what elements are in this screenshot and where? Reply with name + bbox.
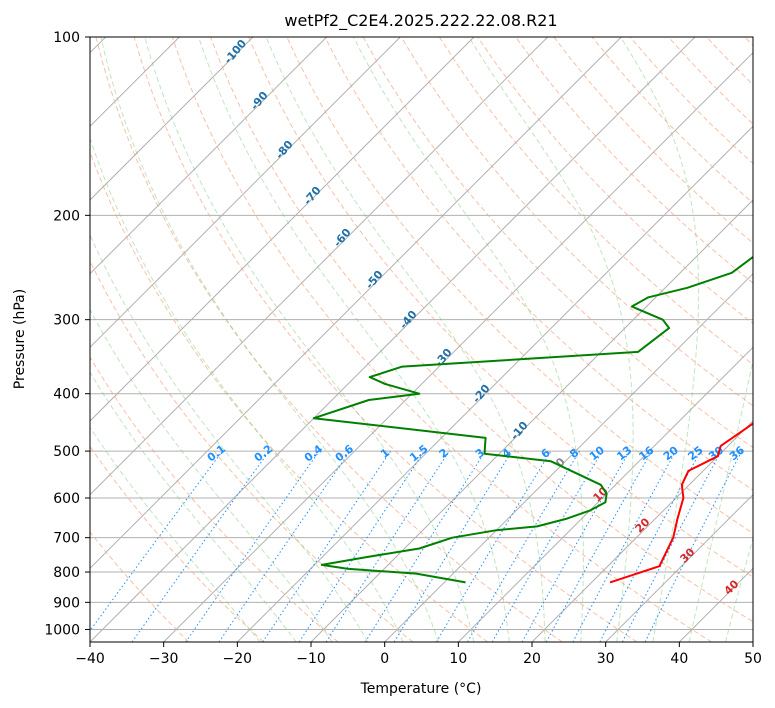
isotherm-line [531, 420, 753, 642]
dry-adiabat-line [90, 531, 190, 642]
mixing-ratio-line [325, 450, 450, 642]
x-axis-title: Temperature (°C) [360, 681, 482, 697]
y-tick-label: 700 [53, 531, 80, 547]
x-tick-label: −40 [75, 651, 105, 667]
mixing-ratio-line [644, 450, 743, 642]
mixing-ratio-line [218, 450, 351, 642]
y-tick-label: 600 [53, 491, 80, 507]
mixing-ratio-line [131, 450, 270, 642]
isotherm-line [384, 272, 753, 642]
x-tick-label: 50 [744, 651, 762, 667]
dry-adiabat-line [438, 37, 753, 366]
moist-adiabat-line [620, 37, 700, 642]
y-tick-label: 900 [53, 595, 80, 611]
dewpoint-profile-line [312, 255, 753, 584]
temperature-profile-line [609, 422, 753, 584]
moist-adiabat-line [144, 37, 475, 642]
y-axis: 100 200 300 400 500 600 700 800 900 1000 [44, 30, 90, 638]
sounding-series [312, 255, 753, 584]
y-tick-label: 300 [53, 313, 80, 329]
x-tick-label: −30 [149, 651, 179, 667]
moist-adiabat-line [198, 37, 510, 642]
isotherm-line [605, 493, 753, 642]
dry-adiabat-line [248, 37, 753, 578]
dry-adiabat-line [133, 37, 638, 642]
mixing-ratio-line [545, 450, 653, 642]
moist-adiabat-line [353, 37, 584, 642]
dry-adiabat-line [90, 356, 339, 642]
x-tick-label: 40 [670, 651, 688, 667]
isotherm-line [90, 37, 622, 570]
dry-adiabat-line [515, 37, 753, 284]
x-tick-label: −10 [296, 651, 326, 667]
x-tick-label: 20 [523, 651, 541, 667]
y-tick-label: 200 [53, 208, 80, 224]
moist-adiabat-line [265, 37, 546, 642]
mixing-ratio-line [90, 450, 223, 632]
dry-adiabat-line [210, 37, 753, 623]
plot-area [90, 37, 753, 642]
isotherm-line [163, 51, 753, 642]
mixing-ratio-line [521, 450, 630, 642]
x-tick-label: 10 [449, 651, 467, 667]
y-axis-title: Pressure (hPa) [12, 289, 28, 389]
dry-adiabat-line [324, 37, 753, 491]
isotherm-line [90, 37, 328, 275]
dry-adiabat-line [90, 445, 264, 642]
reference-lines [90, 37, 753, 642]
plot-frame [89, 36, 754, 643]
y-tick-label: 1000 [44, 622, 80, 638]
y-tick-label: 800 [53, 565, 80, 581]
isotherm-line [236, 125, 753, 642]
isotherm-line [90, 37, 549, 496]
dry-adiabat-line [171, 37, 712, 642]
dry-adiabat-line [95, 37, 563, 642]
mixing-ratio-line [393, 450, 513, 642]
isotherm-line [90, 37, 475, 422]
isotherm-line [90, 37, 696, 642]
moist-adiabat-line [90, 233, 369, 642]
x-tick-label: 0 [380, 651, 389, 667]
y-tick-label: 100 [53, 30, 80, 46]
isotherm-line [90, 37, 401, 349]
x-axis: −40 −30 −20 −10 0 10 20 30 40 50 [75, 642, 762, 667]
moist-adiabat-line [725, 536, 753, 642]
y-tick-label: 400 [53, 387, 80, 403]
chart-title: wetPf2_C2E4.2025.222.22.08.R21 [284, 11, 557, 31]
isotherm-line [457, 346, 753, 642]
isotherm-line [90, 37, 254, 201]
moist-adiabat-line [90, 136, 404, 642]
dry-adiabat-line [400, 37, 753, 407]
x-tick-label: 30 [597, 651, 615, 667]
dry-adiabat-line [90, 150, 488, 642]
moist-adiabat-line [90, 308, 333, 642]
moist-adiabat-line [688, 358, 753, 642]
x-tick-label: −20 [223, 651, 253, 667]
moist-adiabat-line [100, 37, 439, 642]
mixing-ratio-line [185, 450, 320, 642]
mixing-ratio-line [572, 450, 677, 642]
y-tick-label: 500 [53, 444, 80, 460]
mixing-ratio-line [298, 450, 425, 642]
moist-adiabat-line [90, 426, 261, 642]
mixing-ratio-line [262, 450, 392, 642]
dry-adiabat-line [90, 259, 414, 642]
